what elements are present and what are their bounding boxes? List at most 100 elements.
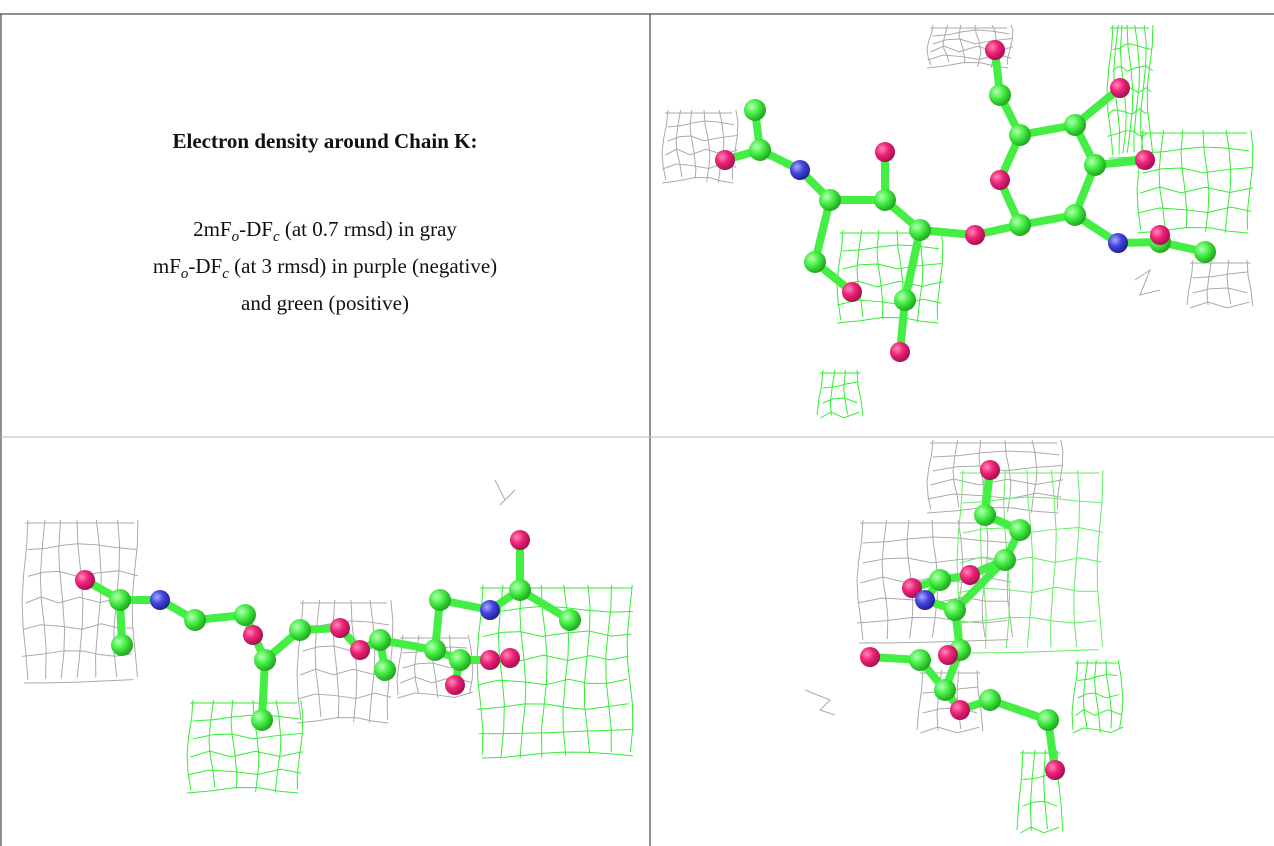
atom <box>909 219 931 241</box>
atom <box>744 99 766 121</box>
subscript: c <box>273 229 280 245</box>
density-mesh <box>823 398 857 403</box>
atom <box>749 139 771 161</box>
density-mesh <box>857 230 863 317</box>
density-mesh <box>718 110 724 183</box>
density-mesh <box>606 585 612 752</box>
atom <box>1009 519 1031 541</box>
density-mesh <box>1106 660 1112 728</box>
atom <box>860 647 880 667</box>
atom <box>350 640 370 660</box>
density-mesh <box>943 25 949 62</box>
atom <box>251 709 273 731</box>
atom <box>109 589 131 611</box>
atom <box>424 639 446 661</box>
density-mesh <box>1030 750 1035 830</box>
density-mesh <box>209 700 215 787</box>
density-mesh <box>1137 130 1143 230</box>
density-mesh <box>369 600 375 723</box>
atom <box>974 504 996 526</box>
atom <box>1009 124 1031 146</box>
density-mesh <box>1108 109 1149 115</box>
density-mesh <box>541 585 547 758</box>
density-mesh <box>1138 207 1252 213</box>
density-mesh <box>23 624 134 630</box>
atom <box>874 189 896 211</box>
atom <box>184 609 206 631</box>
atom <box>790 160 810 180</box>
atom <box>890 342 910 362</box>
density-mesh <box>857 370 863 416</box>
density-mesh <box>1007 25 1013 65</box>
density-mesh <box>920 727 979 733</box>
atom <box>1037 709 1059 731</box>
text: mF <box>153 254 181 278</box>
density-mesh <box>959 25 965 63</box>
density-mesh <box>1247 260 1253 306</box>
density-mesh <box>1023 801 1057 806</box>
density-mesh <box>482 752 633 758</box>
text: and green (positive) <box>241 291 409 315</box>
atom <box>934 679 956 701</box>
density-mesh <box>830 370 835 415</box>
atom <box>449 649 471 671</box>
page: Electron density around Chain K: 2mFo-DF… <box>0 0 1274 846</box>
atom <box>1009 214 1031 236</box>
caption-line: mFo-DFc (at 3 rmsd) in purple (negative) <box>2 252 648 289</box>
density-mesh <box>193 715 300 721</box>
density-mesh <box>520 585 526 758</box>
density-mesh <box>298 693 392 699</box>
atom <box>804 251 826 273</box>
density-mesh <box>187 700 193 790</box>
atom <box>989 84 1011 106</box>
density-mesh <box>959 650 1098 653</box>
density-mesh <box>963 527 1103 533</box>
density-mesh <box>930 479 1063 485</box>
atom <box>289 619 311 641</box>
density-mesh <box>1193 272 1248 278</box>
density-mesh <box>333 600 339 718</box>
atom <box>894 289 916 311</box>
caption: Electron density around Chain K: 2mFo-DF… <box>2 15 648 435</box>
density-mesh <box>1247 130 1253 230</box>
atom <box>243 625 263 645</box>
subscript: o <box>232 229 240 245</box>
atom <box>1150 225 1170 245</box>
density-mesh <box>1143 147 1250 153</box>
atom <box>1135 150 1155 170</box>
atom <box>150 590 170 610</box>
density-mesh <box>1193 288 1247 293</box>
atom <box>559 609 581 631</box>
atom <box>374 659 396 681</box>
density-mesh <box>1187 260 1193 305</box>
atom <box>1110 78 1130 98</box>
atom <box>500 648 520 668</box>
density-mesh <box>937 230 943 320</box>
density-mesh <box>1020 827 1059 833</box>
density-mesh <box>1159 130 1165 227</box>
text: -DF <box>239 217 273 241</box>
text: (at 0.7 rmsd) in gray <box>280 217 457 241</box>
atom <box>445 675 465 695</box>
density-mesh <box>1203 130 1209 232</box>
density-mesh <box>479 730 631 734</box>
density-mesh <box>662 177 733 183</box>
density-mesh <box>297 600 303 720</box>
density-mesh <box>1073 727 1123 733</box>
density-mesh <box>933 451 1060 457</box>
density-mesh <box>857 520 863 640</box>
density-mesh <box>927 440 933 510</box>
atom <box>480 600 500 620</box>
density-mesh <box>351 600 357 722</box>
density-mesh <box>662 110 668 180</box>
density-mesh <box>732 110 738 180</box>
atom <box>254 649 276 671</box>
density-mesh <box>28 544 137 550</box>
density-mesh <box>59 520 65 678</box>
atom <box>234 604 256 626</box>
atom <box>915 590 935 610</box>
density-mesh <box>1078 675 1118 681</box>
atom <box>950 700 970 720</box>
atom <box>965 225 985 245</box>
density-mesh <box>805 690 835 715</box>
